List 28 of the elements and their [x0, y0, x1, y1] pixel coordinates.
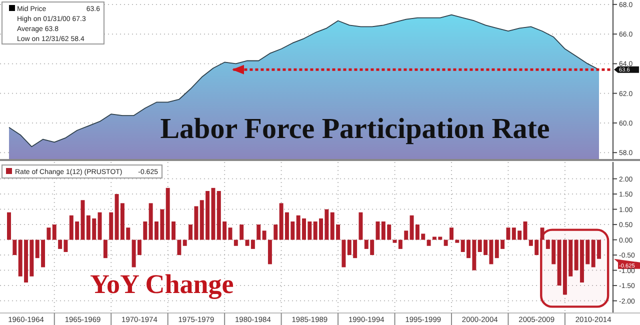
bar: [506, 228, 510, 240]
text: Labor Force Participation Rate: [160, 113, 550, 145]
bar: [228, 228, 232, 240]
bar: [7, 212, 11, 240]
bar: [182, 240, 187, 246]
bar: [256, 224, 261, 240]
bar: [12, 240, 17, 256]
bar: [52, 224, 56, 240]
bar: [444, 240, 448, 246]
bar: [274, 224, 278, 240]
bar: [177, 240, 182, 256]
bar: [98, 212, 102, 240]
bar: [103, 240, 108, 258]
bar: [262, 230, 266, 240]
bar: [46, 228, 51, 240]
bar: [450, 228, 454, 240]
bar: [540, 228, 544, 240]
bar: [234, 240, 238, 246]
bar: [404, 230, 408, 240]
text: YoY Change: [90, 269, 234, 299]
bar: [342, 240, 346, 268]
bar: [143, 221, 148, 240]
bar: [268, 240, 272, 264]
bar: [426, 240, 431, 246]
bar: [109, 212, 114, 240]
bar: [358, 212, 363, 240]
bar: [455, 240, 460, 243]
bar: [240, 224, 244, 240]
